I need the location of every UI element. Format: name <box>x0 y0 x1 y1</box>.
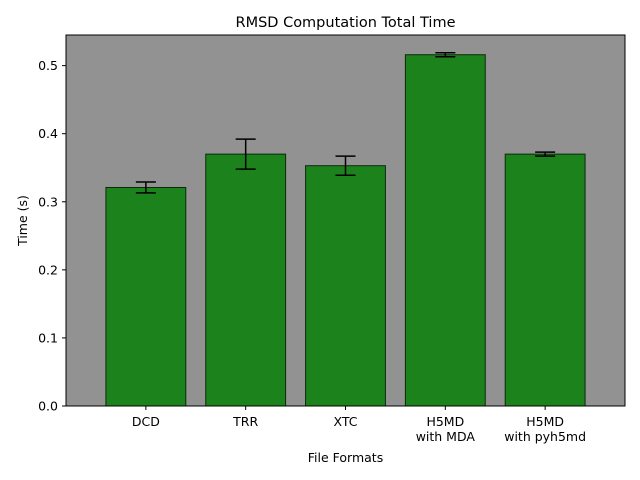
bar-3 <box>404 54 486 407</box>
x-axis-label: File Formats <box>308 450 383 465</box>
y-tick-label-5: 0.5 <box>38 58 58 73</box>
x-tick-label-1: TRR <box>232 414 258 429</box>
plot-frame <box>65 34 626 407</box>
y-tick-label-1: 0.1 <box>38 330 58 345</box>
bars-group <box>105 54 586 407</box>
y-tick-label-4: 0.4 <box>38 126 58 141</box>
y-axis: 0.0 0.1 0.2 0.3 0.4 0.5 <box>38 58 66 414</box>
y-tick-label-3: 0.3 <box>38 194 58 209</box>
x-tick-label-3: H5MD with MDA <box>416 414 476 444</box>
x-tick-label-0: DCD <box>132 414 160 429</box>
error-bars-group <box>135 51 556 194</box>
y-tick-label-0: 0.0 <box>38 399 58 414</box>
x-axis: DCD TRR XTC H5MD with MDA H5MD with pyh5md <box>132 406 586 444</box>
y-tick-label-2: 0.2 <box>38 262 58 277</box>
bar-0 <box>105 186 187 407</box>
bar-2 <box>305 165 386 407</box>
x-tick-label-4: H5MD with pyh5md <box>504 414 586 444</box>
y-axis-label: Time (s) <box>15 195 30 247</box>
bar-4 <box>504 153 586 407</box>
bar-1 <box>205 153 287 407</box>
chart-title: RMSD Computation Total Time <box>236 15 456 31</box>
x-tick-label-2: XTC <box>334 414 358 429</box>
